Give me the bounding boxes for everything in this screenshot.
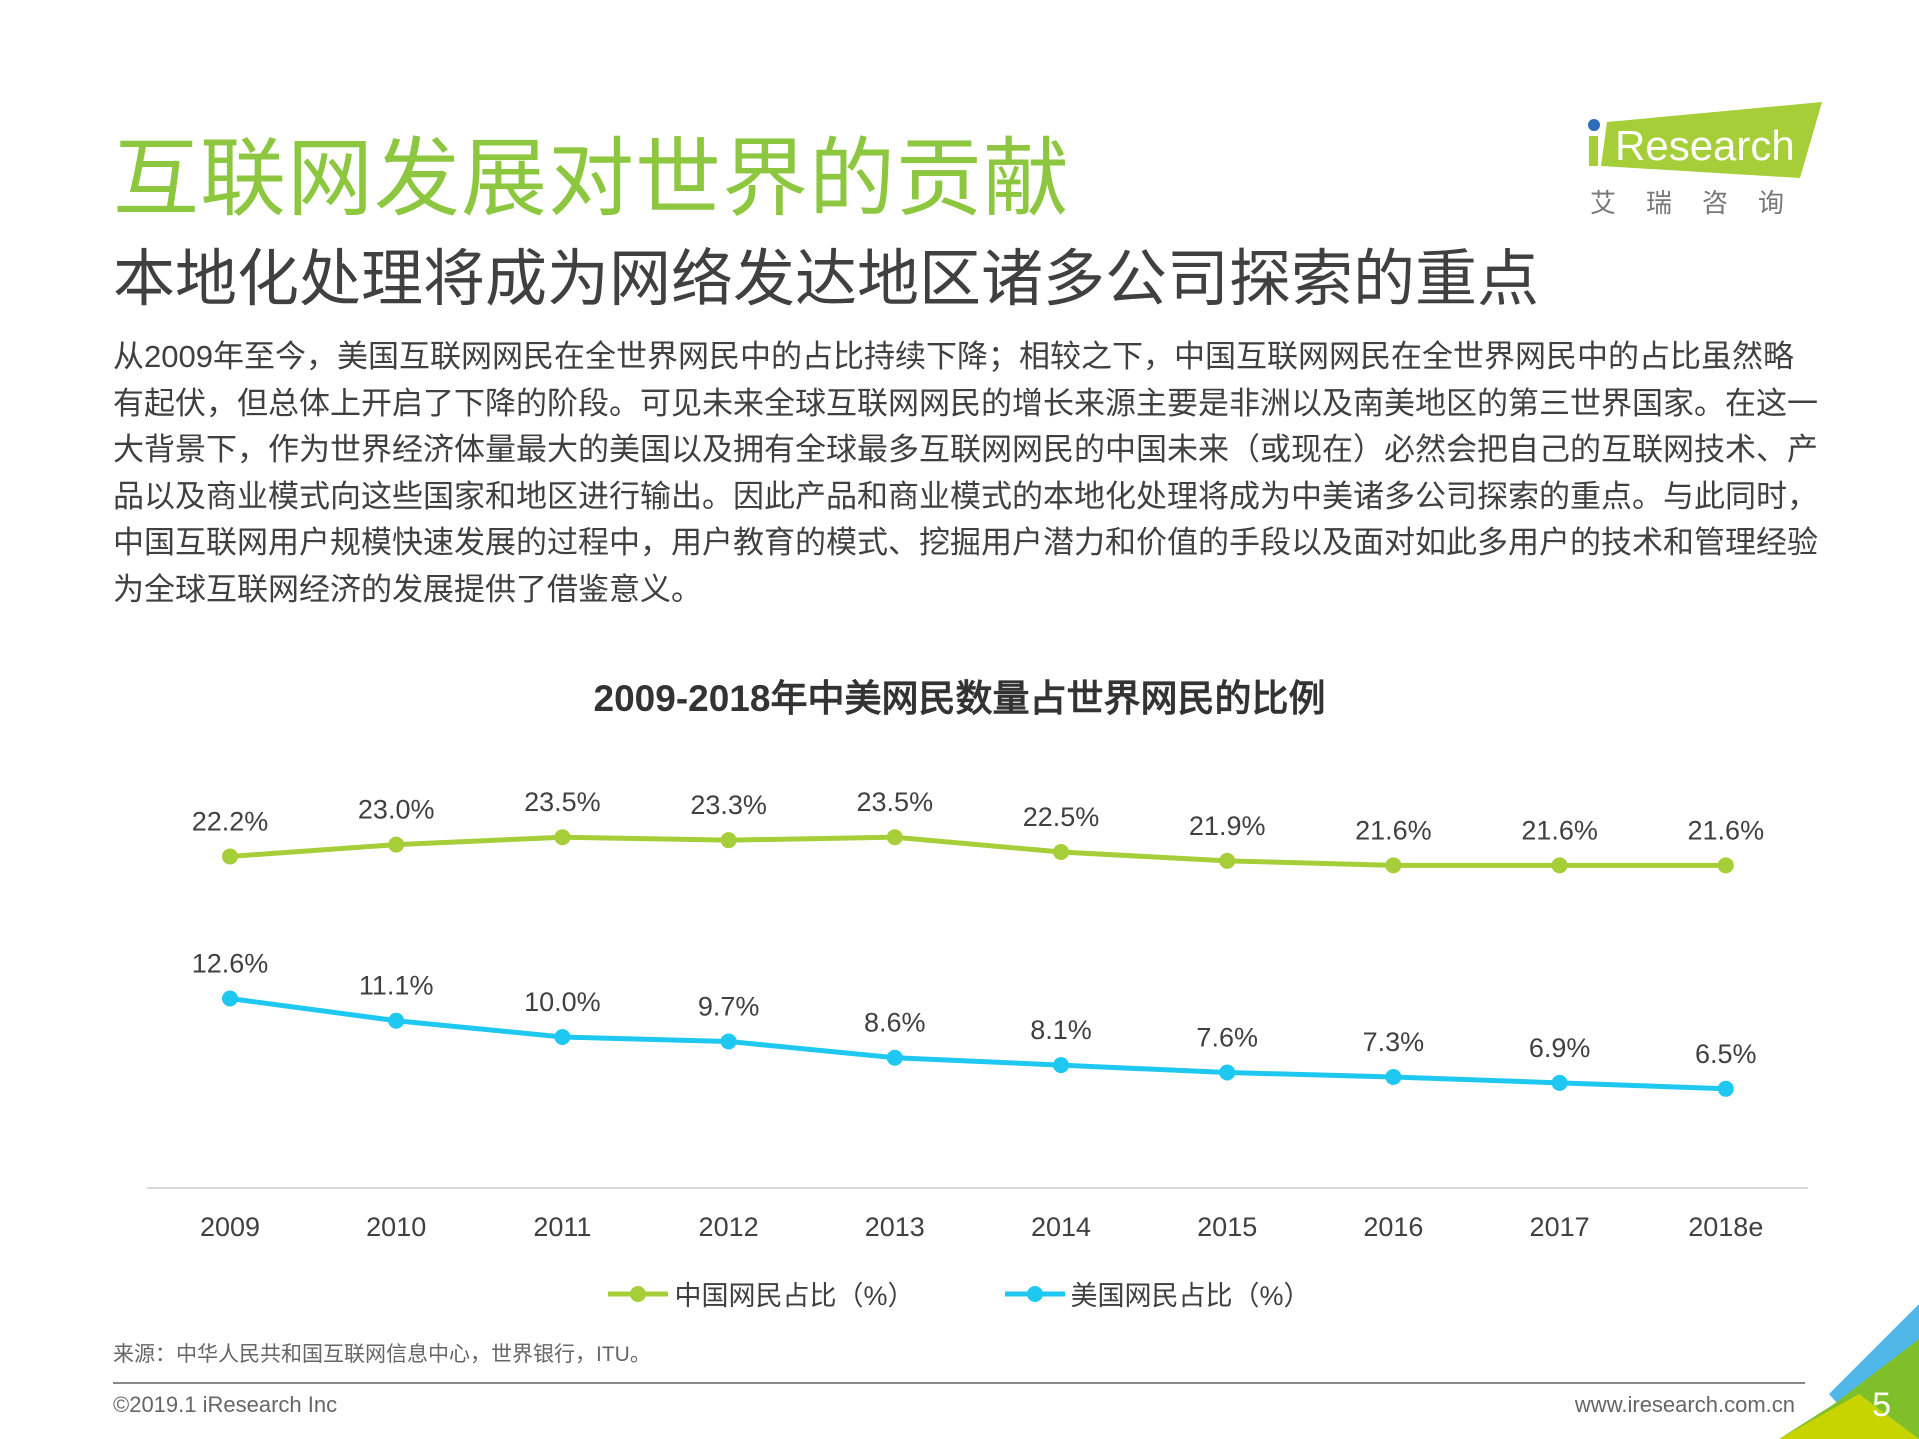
legend-item-china: 中国网民占比（%） bbox=[608, 1274, 915, 1313]
x-tick-label: 2014 bbox=[1031, 1212, 1091, 1242]
data-label: 7.6% bbox=[1196, 1023, 1258, 1053]
data-point bbox=[222, 990, 238, 1007]
x-tick-label: 2018e bbox=[1688, 1212, 1763, 1242]
data-point bbox=[222, 848, 238, 865]
data-label: 11.1% bbox=[359, 971, 434, 1001]
data-point bbox=[554, 829, 571, 846]
legend-label-china: 中国网民占比（%） bbox=[674, 1281, 915, 1311]
data-point bbox=[388, 1012, 405, 1029]
data-label: 23.5% bbox=[857, 787, 934, 817]
data-point bbox=[1717, 1080, 1734, 1097]
x-tick-label: 2016 bbox=[1363, 1212, 1423, 1242]
data-point bbox=[1053, 844, 1069, 860]
source-note: 来源：中华人民共和国互联网信息中心，世界银行，ITU。 bbox=[113, 1343, 651, 1366]
series-line-0 bbox=[229, 834, 1726, 868]
legend-label-us: 美国网民占比（%） bbox=[1070, 1281, 1311, 1311]
data-label: 23.5% bbox=[524, 787, 601, 817]
legend-marker-us bbox=[1004, 1285, 1065, 1302]
data-label: 12.6% bbox=[192, 949, 269, 979]
data-point bbox=[554, 1029, 571, 1045]
page-number: 5 bbox=[1872, 1386, 1891, 1424]
x-tick-label: 2009 bbox=[200, 1212, 260, 1242]
data-point bbox=[1717, 857, 1734, 874]
data-point bbox=[1219, 1064, 1236, 1081]
copyright: ©2019.1 iResearch Inc bbox=[113, 1392, 338, 1417]
data-label: 6.5% bbox=[1695, 1039, 1757, 1069]
x-tick-label: 2012 bbox=[699, 1212, 759, 1242]
data-point bbox=[388, 836, 405, 853]
data-label: 9.7% bbox=[698, 991, 760, 1021]
data-label: 8.6% bbox=[864, 1008, 926, 1038]
data-point bbox=[1551, 1074, 1568, 1091]
data-label: 21.9% bbox=[1189, 811, 1266, 841]
data-label: 22.5% bbox=[1023, 802, 1100, 832]
data-point bbox=[886, 1049, 903, 1066]
data-label: 6.9% bbox=[1529, 1033, 1591, 1063]
svg-text:Research: Research bbox=[1615, 122, 1795, 169]
svg-text:艾瑞咨询: 艾瑞咨询 bbox=[1590, 189, 1814, 219]
data-point bbox=[1219, 852, 1236, 869]
corner-decoration bbox=[1779, 1304, 1919, 1439]
data-point bbox=[1053, 1057, 1069, 1074]
data-label: 23.0% bbox=[358, 795, 435, 825]
chart-title: 2009-2018年中美网民数量占世界网民的比例 bbox=[593, 678, 1326, 719]
data-point bbox=[720, 832, 737, 849]
x-tick-label: 2013 bbox=[865, 1212, 925, 1242]
footer-divider bbox=[113, 1382, 1805, 1384]
page-title: 互联网发展对世界的贡献 bbox=[113, 131, 1070, 227]
data-label: 8.1% bbox=[1030, 1015, 1092, 1045]
iresearch-logo: Research 艾瑞咨询 bbox=[1588, 102, 1822, 219]
x-tick-label: 2010 bbox=[366, 1212, 426, 1242]
line-chart: 2009 2010 2011 2012 2013 2014 2015 2016 2017 2018… bbox=[147, 787, 1808, 1242]
page-subtitle: 本地化处理将成为网络发达地区诸多公司探索的重点 bbox=[113, 245, 1540, 314]
data-point bbox=[1551, 857, 1568, 874]
legend-marker-china bbox=[608, 1285, 669, 1302]
website-link[interactable]: www.iresearch.com.cn bbox=[1574, 1392, 1795, 1417]
chart-legend: 中国网民占比（%） 美国网民占比（%） bbox=[0, 1274, 1919, 1313]
legend-item-us: 美国网民占比（%） bbox=[1004, 1274, 1311, 1313]
data-label: 21.6% bbox=[1355, 815, 1432, 845]
data-point bbox=[1385, 1068, 1402, 1085]
data-point bbox=[886, 829, 903, 846]
data-label: 7.3% bbox=[1363, 1027, 1425, 1057]
body-paragraph: 从2009年至今，美国互联网网民在全世界网民中的占比持续下降；相较之下，中国互联… bbox=[113, 339, 1818, 607]
x-tick-label: 2011 bbox=[533, 1212, 591, 1242]
data-label: 10.0% bbox=[524, 987, 601, 1017]
data-point bbox=[720, 1033, 737, 1050]
data-label: 21.6% bbox=[1521, 815, 1598, 845]
data-label: 22.2% bbox=[192, 806, 269, 836]
x-tick-label: 2015 bbox=[1197, 1212, 1257, 1242]
series-line-1 bbox=[229, 996, 1726, 1092]
data-label: 23.3% bbox=[690, 790, 767, 820]
data-point bbox=[1385, 857, 1402, 874]
data-label: 21.6% bbox=[1688, 815, 1765, 845]
x-tick-label: 2017 bbox=[1530, 1212, 1590, 1242]
